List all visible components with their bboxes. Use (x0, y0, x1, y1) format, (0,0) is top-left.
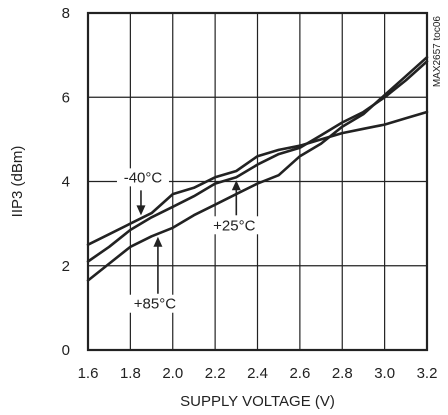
x-tick-label: 3.2 (417, 365, 438, 382)
x-tick-labels: 1.6 1.8 2.0 2.2 2.4 2.6 2.8 3.0 3.2 (78, 365, 438, 382)
x-tick-label: 2.6 (289, 365, 310, 382)
x-tick-label: 1.6 (78, 365, 99, 382)
x-tick-label: 2.8 (332, 365, 353, 382)
y-tick-label: 4 (62, 174, 70, 191)
annotation-label: -40°C (124, 169, 163, 186)
x-tick-label: 2.0 (162, 365, 183, 382)
annotation-arrow-head (136, 205, 146, 216)
y-axis-title: IIP3 (dBm) (9, 146, 26, 218)
y-tick-label: 0 (62, 342, 70, 359)
annotation-label-background (116, 168, 169, 187)
annotation-label: +25°C (213, 217, 255, 234)
annotations: -40°C +25°C +85°C (116, 168, 261, 313)
x-tick-label: 2.2 (205, 365, 226, 382)
annotation-arrow-head (153, 236, 163, 247)
annotation-label: +85°C (134, 296, 176, 313)
y-tick-labels: 0 2 4 6 8 (62, 5, 70, 359)
x-axis-title: SUPPLY VOLTAGE (V) (180, 393, 335, 410)
series-line (86, 110, 429, 246)
series-lines (86, 55, 429, 282)
y-tick-label: 2 (62, 258, 70, 275)
figure-id-label: MAX2657 toc06 (432, 16, 443, 88)
grid (88, 13, 427, 350)
x-tick-label: 3.0 (374, 365, 395, 382)
x-tick-label: 2.4 (247, 365, 268, 382)
plot-frame (86, 11, 429, 352)
y-tick-label: 8 (62, 5, 70, 22)
series-line (86, 55, 429, 282)
annotation-label-background (128, 294, 181, 313)
y-tick-label: 6 (62, 89, 70, 106)
annotation-arrow-head (231, 180, 241, 191)
x-tick-label: 1.8 (120, 365, 141, 382)
annotation-label-background (208, 216, 261, 235)
